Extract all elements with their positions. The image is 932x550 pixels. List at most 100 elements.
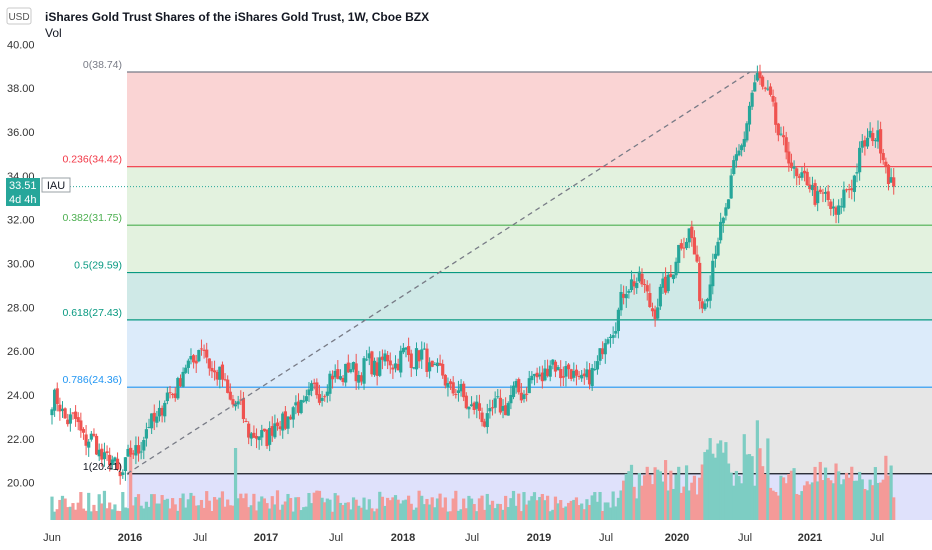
candle-body[interactable]: [123, 457, 128, 472]
candle-body[interactable]: [582, 373, 586, 377]
candle-body[interactable]: [270, 426, 274, 436]
candle-body[interactable]: [315, 382, 319, 396]
candle-body[interactable]: [108, 454, 112, 466]
candle-body[interactable]: [522, 394, 526, 399]
candle-body[interactable]: [758, 71, 762, 79]
candle-body[interactable]: [490, 407, 495, 409]
candle-body[interactable]: [126, 448, 130, 457]
candle-body[interactable]: [199, 348, 204, 350]
candle-body[interactable]: [616, 309, 620, 332]
candle-body[interactable]: [152, 412, 156, 422]
candle-body[interactable]: [365, 359, 369, 361]
candle-body[interactable]: [498, 397, 502, 413]
candle-body[interactable]: [231, 399, 235, 405]
candle-body[interactable]: [289, 416, 293, 420]
candle-body[interactable]: [226, 379, 230, 393]
candle-body[interactable]: [87, 441, 91, 448]
candle-body[interactable]: [855, 172, 859, 174]
candle-body[interactable]: [325, 391, 329, 396]
candle-body[interactable]: [317, 394, 322, 403]
candle-body[interactable]: [593, 369, 597, 371]
candle-body[interactable]: [110, 459, 114, 465]
candle-body[interactable]: [341, 377, 345, 383]
candle-body[interactable]: [430, 360, 434, 367]
candle-body[interactable]: [810, 185, 815, 191]
candle-body[interactable]: [388, 360, 392, 366]
candle-body[interactable]: [268, 427, 272, 445]
candle-body[interactable]: [590, 367, 594, 387]
candle-body[interactable]: [726, 199, 731, 209]
candle-body[interactable]: [829, 201, 833, 209]
candle-body[interactable]: [417, 350, 421, 362]
candle-body[interactable]: [666, 274, 670, 292]
candle-body[interactable]: [477, 403, 482, 411]
candle-body[interactable]: [818, 189, 822, 192]
candle-body[interactable]: [121, 472, 125, 475]
candle-body[interactable]: [842, 189, 846, 208]
candle-body[interactable]: [684, 241, 689, 249]
candle-body[interactable]: [658, 286, 662, 307]
candle-body[interactable]: [543, 368, 547, 381]
candle-body[interactable]: [708, 284, 712, 301]
candle-body[interactable]: [587, 369, 592, 385]
candle-body[interactable]: [435, 362, 440, 367]
candle-body[interactable]: [826, 191, 830, 201]
candle-body[interactable]: [648, 293, 652, 308]
candle-body[interactable]: [863, 140, 867, 147]
candle-body[interactable]: [215, 371, 219, 380]
candle-body[interactable]: [671, 274, 676, 280]
candle-body[interactable]: [614, 331, 618, 334]
candle-body[interactable]: [745, 123, 749, 141]
candle-body[interactable]: [370, 351, 374, 375]
candle-body[interactable]: [401, 347, 405, 353]
candle-body[interactable]: [737, 150, 741, 156]
candle-body[interactable]: [176, 378, 180, 399]
candle-body[interactable]: [823, 191, 828, 194]
candle-body[interactable]: [307, 389, 311, 396]
candle-body[interactable]: [344, 363, 348, 383]
candle-body[interactable]: [766, 88, 770, 90]
candle-body[interactable]: [372, 360, 377, 375]
candle-body[interactable]: [679, 243, 683, 249]
candle-body[interactable]: [687, 228, 691, 243]
candle-body[interactable]: [265, 429, 269, 447]
candle-body[interactable]: [422, 348, 426, 350]
candle-body[interactable]: [884, 161, 888, 167]
candle-body[interactable]: [150, 413, 154, 429]
candle-body[interactable]: [131, 453, 135, 455]
candle-body[interactable]: [755, 72, 759, 81]
candle-body[interactable]: [275, 422, 280, 427]
candle-body[interactable]: [551, 359, 555, 365]
candle-body[interactable]: [789, 162, 794, 168]
candle-body[interactable]: [852, 175, 856, 192]
candle-body[interactable]: [79, 420, 83, 431]
candle-body[interactable]: [721, 217, 725, 224]
candle-body[interactable]: [320, 397, 324, 401]
candle-body[interactable]: [768, 86, 773, 95]
candle-body[interactable]: [312, 382, 316, 384]
candle-body[interactable]: [302, 400, 306, 402]
candle-body[interactable]: [774, 102, 778, 125]
candle-body[interactable]: [197, 349, 201, 362]
candle-body[interactable]: [281, 413, 285, 431]
candle-body[interactable]: [191, 355, 196, 363]
candle-body[interactable]: [538, 374, 542, 377]
candle-body[interactable]: [724, 207, 728, 216]
candle-body[interactable]: [643, 284, 647, 286]
candle-body[interactable]: [629, 279, 634, 291]
candle-body[interactable]: [871, 133, 875, 142]
candle-body[interactable]: [448, 381, 453, 384]
candle-body[interactable]: [469, 404, 474, 407]
candle-body[interactable]: [134, 445, 138, 456]
candle-body[interactable]: [212, 370, 217, 373]
candle-body[interactable]: [719, 221, 723, 241]
candle-body[interactable]: [677, 244, 681, 263]
candle-body[interactable]: [286, 416, 290, 429]
candle-body[interactable]: [729, 175, 733, 199]
candle-body[interactable]: [296, 401, 301, 413]
candle-body[interactable]: [740, 145, 744, 151]
candle-body[interactable]: [427, 362, 432, 372]
candle-body[interactable]: [761, 76, 765, 87]
candle-body[interactable]: [386, 354, 390, 362]
candle-body[interactable]: [351, 362, 356, 370]
